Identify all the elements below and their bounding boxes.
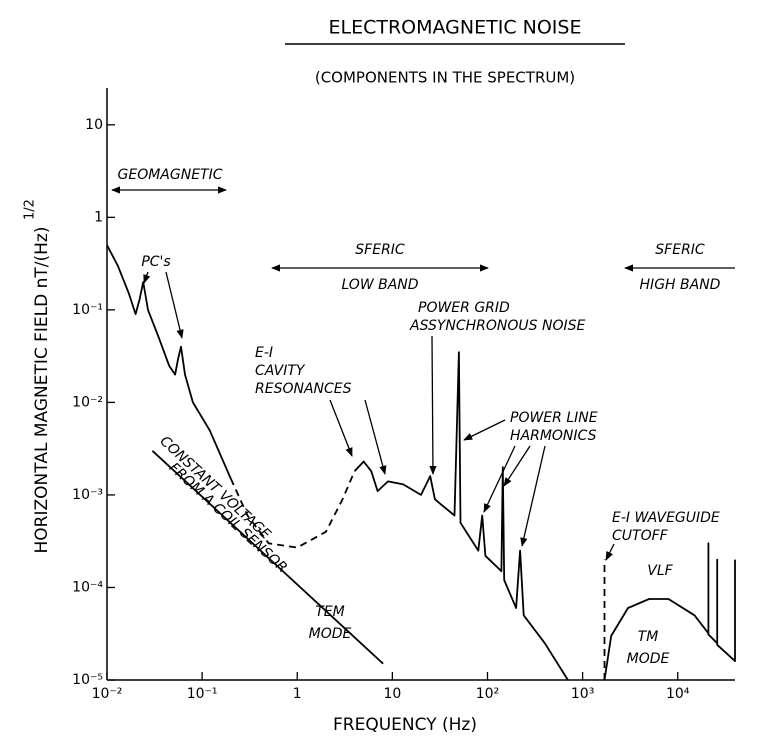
annotation: MODE: [627, 651, 670, 667]
annotation: POWER LINE: [510, 410, 598, 426]
data-line: [151, 450, 384, 665]
arrow: [605, 543, 615, 561]
annotation: E-I: [255, 345, 273, 361]
arrow: [520, 445, 546, 547]
y-axis-label-group: HORIZONTAL MAGNETIC FIELD nT/(Hz) 1/2: [23, 199, 53, 553]
annotations: GEOMAGNETIC PC's SFERIC LOW BAND SFERIC …: [111, 167, 735, 667]
annotation: SFERIC: [355, 242, 405, 258]
annotation: FROM A COIL SENSOR: [166, 460, 290, 576]
y-axis-label-exponent: 1/2: [23, 199, 38, 220]
arrow: [143, 271, 151, 284]
chart-title: ELECTROMAGNETIC NOISE: [329, 17, 582, 39]
y-tick-label: 10⁻¹: [72, 302, 103, 318]
y-tick-label: 10⁻⁵: [72, 672, 103, 688]
annotation: ASSYNCHRONOUS NOISE: [409, 318, 586, 334]
arrow: [503, 445, 531, 487]
y-tick-label: 1: [94, 209, 103, 225]
arrow: [165, 271, 184, 339]
x-tick-label: 10⁻²: [92, 686, 123, 702]
x-tick-label: 10³: [571, 686, 594, 702]
x-tick-label: 10²: [476, 686, 499, 702]
y-axis-label: HORIZONTAL MAGNETIC FIELD nT/(Hz): [32, 227, 52, 554]
annotation: RESONANCES: [255, 381, 352, 397]
data-line: [106, 244, 232, 479]
data-line: [603, 542, 736, 681]
arrow: [329, 399, 353, 457]
x-tick-label: 10⁴: [666, 686, 690, 702]
x-tick-label: 10⁻¹: [187, 686, 218, 702]
annotation: SFERIC: [655, 242, 705, 258]
annotation: POWER GRID: [418, 300, 510, 316]
annotation: GEOMAGNETIC: [118, 167, 223, 183]
annotation: PC's: [141, 254, 170, 270]
annotation: HIGH BAND: [640, 277, 721, 293]
x-tick-label: 10: [383, 686, 401, 702]
y-tick-label: 10⁻³: [72, 487, 103, 503]
y-tick-label: 10⁻⁴: [72, 579, 103, 595]
x-axis-label: FREQUENCY (Hz): [333, 715, 477, 735]
annotation: TEM: [315, 604, 344, 620]
data-line: [353, 351, 569, 681]
annotation: CAVITY: [255, 363, 306, 379]
arrow: [429, 335, 437, 475]
annotation: HARMONICS: [510, 428, 597, 444]
arrow: [483, 445, 516, 513]
annotation: E-I WAVEGUIDE: [612, 510, 720, 526]
annotation: CUTOFF: [612, 528, 669, 544]
chart-subtitle: (COMPONENTS IN THE SPECTRUM): [315, 69, 575, 87]
annotation: MODE: [309, 626, 352, 642]
y-tick-label: 10: [85, 117, 103, 133]
arrow: [364, 399, 387, 475]
data-line: [229, 470, 356, 549]
x-tick-label: 1: [293, 686, 302, 702]
y-tick-label: 10⁻²: [72, 394, 103, 410]
annotation: LOW BAND: [341, 277, 418, 293]
annotation: VLF: [647, 563, 673, 579]
annotation: TM: [638, 629, 659, 645]
arrow: [463, 419, 506, 441]
